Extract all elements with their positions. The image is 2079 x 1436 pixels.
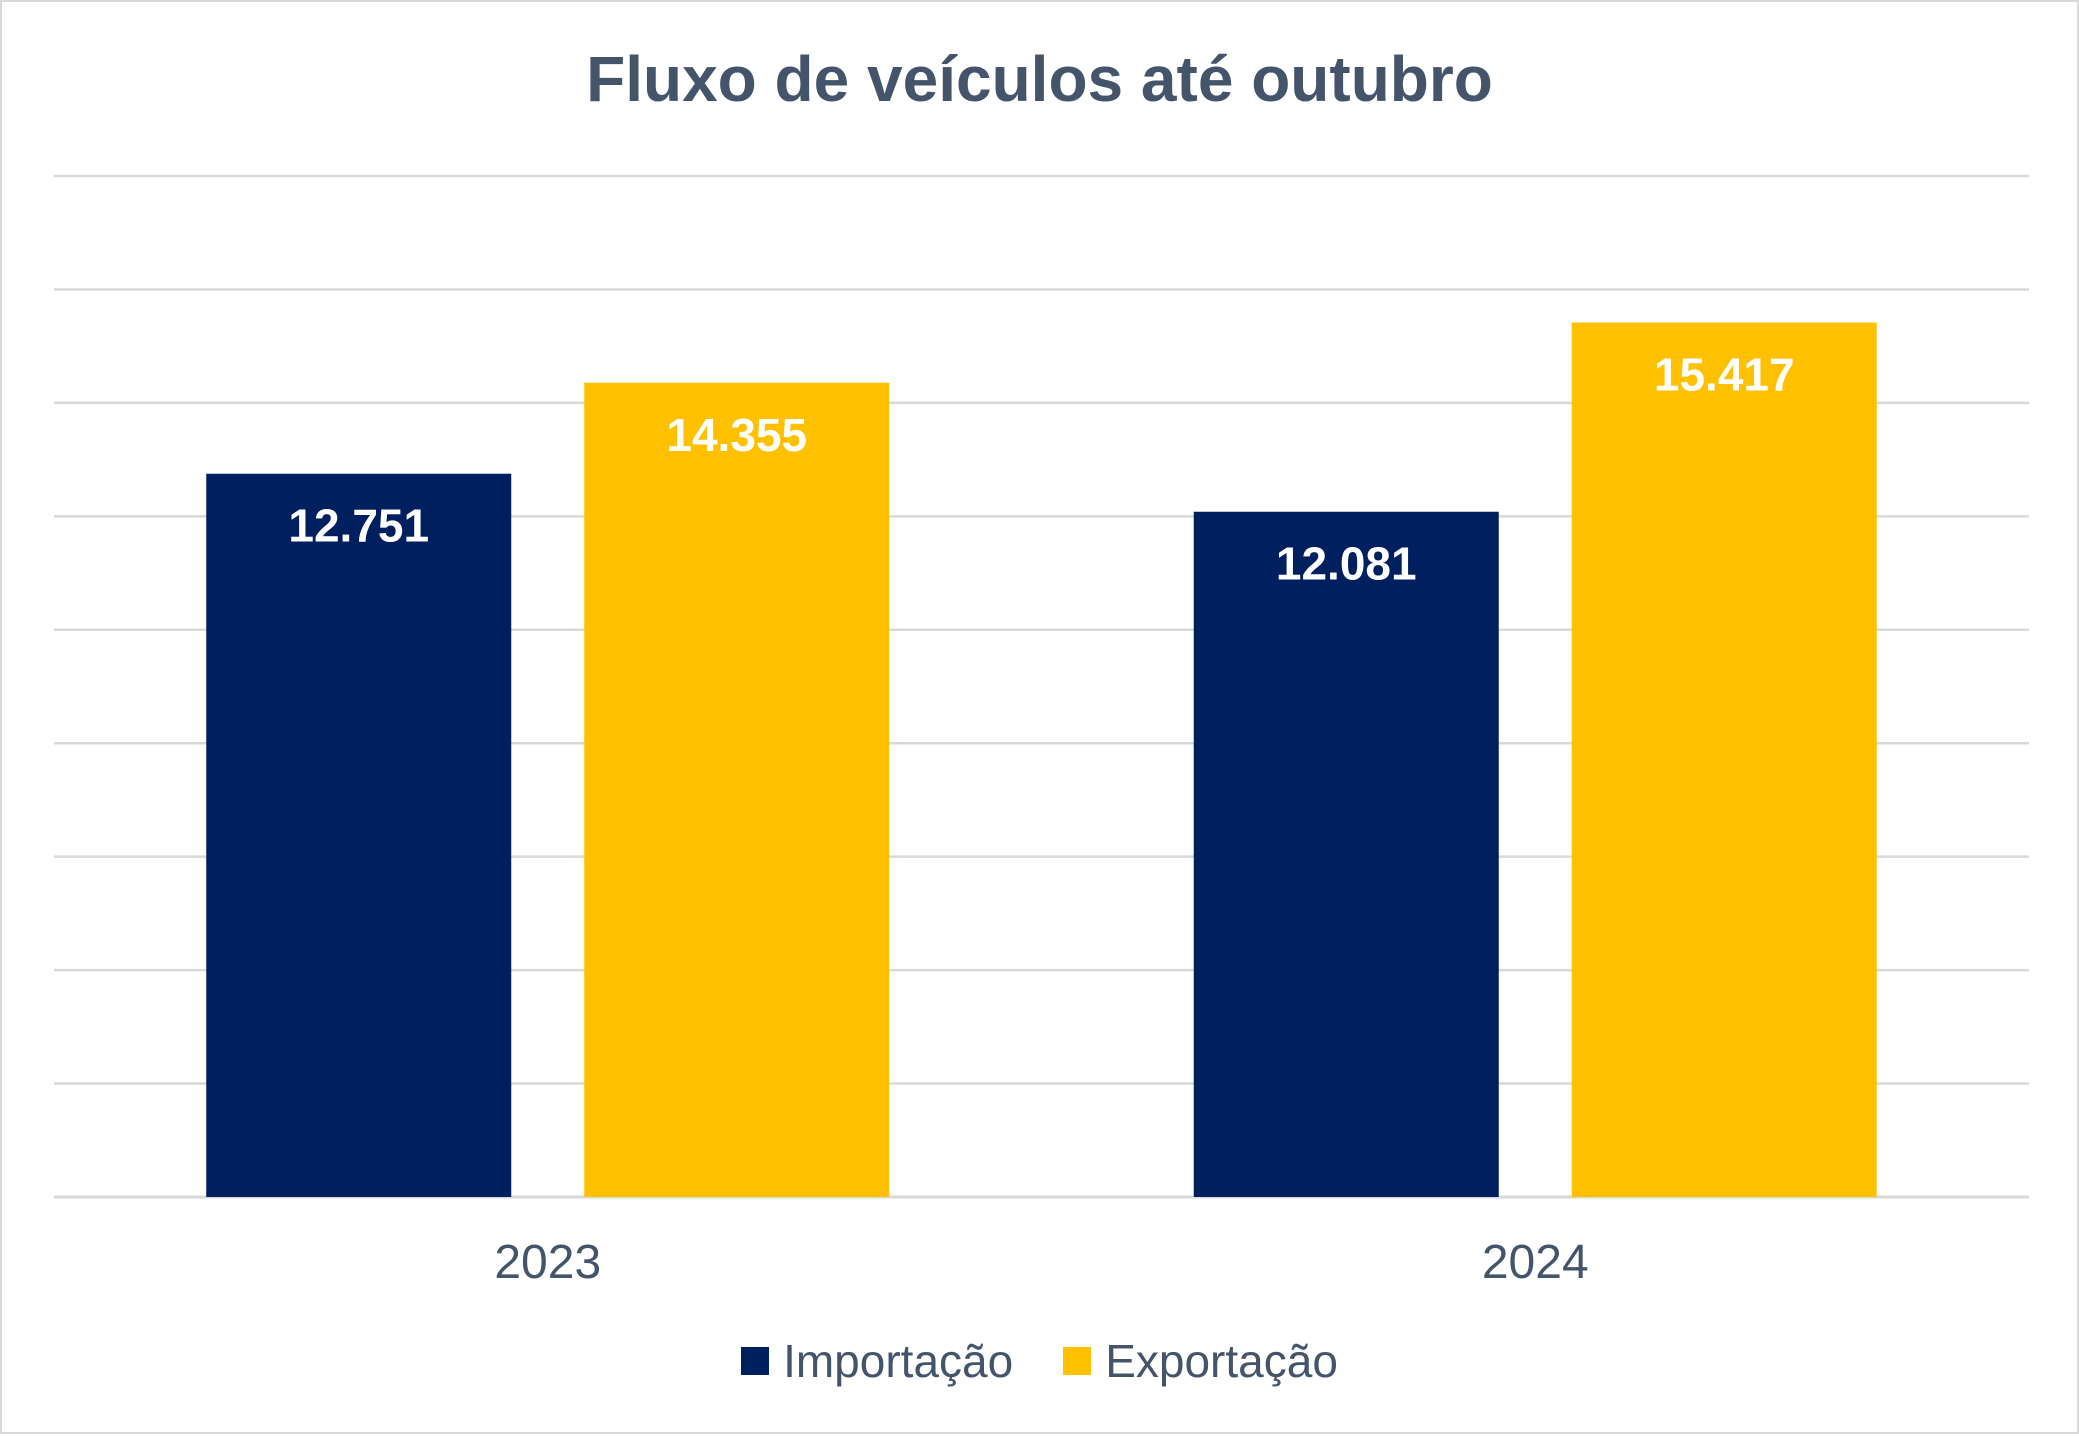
data-label: 15.417 <box>1654 349 1795 401</box>
bar-exportao-2023 <box>584 382 890 1197</box>
data-label: 14.355 <box>666 409 807 461</box>
x-tick-label: 2024 <box>1482 1236 1589 1289</box>
x-tick-labels: 2023 2024 <box>494 1236 1588 1289</box>
bar-importao-2023 <box>206 473 512 1197</box>
data-labels: 12.751 14.355 12.081 15.417 <box>288 349 1794 590</box>
legend-label-exportacao: Exportação <box>1105 1335 1338 1387</box>
legend: Importação Exportação <box>2 1334 2077 1388</box>
legend-label-importacao: Importação <box>783 1335 1014 1387</box>
legend-item-exportacao: Exportação <box>1063 1334 1338 1388</box>
legend-swatch-importacao <box>741 1347 770 1375</box>
bar-exportao-2024 <box>1571 322 1877 1197</box>
chart-title: Fluxo de veículos até outubro <box>586 43 1493 115</box>
data-label: 12.751 <box>288 500 429 552</box>
x-tick-label: 2023 <box>494 1236 601 1289</box>
bars <box>206 322 1877 1197</box>
legend-item-importacao: Importação <box>741 1334 1013 1388</box>
legend-swatch-exportacao <box>1063 1347 1092 1375</box>
data-label: 12.081 <box>1276 538 1417 590</box>
bar-importao-2024 <box>1193 511 1499 1197</box>
